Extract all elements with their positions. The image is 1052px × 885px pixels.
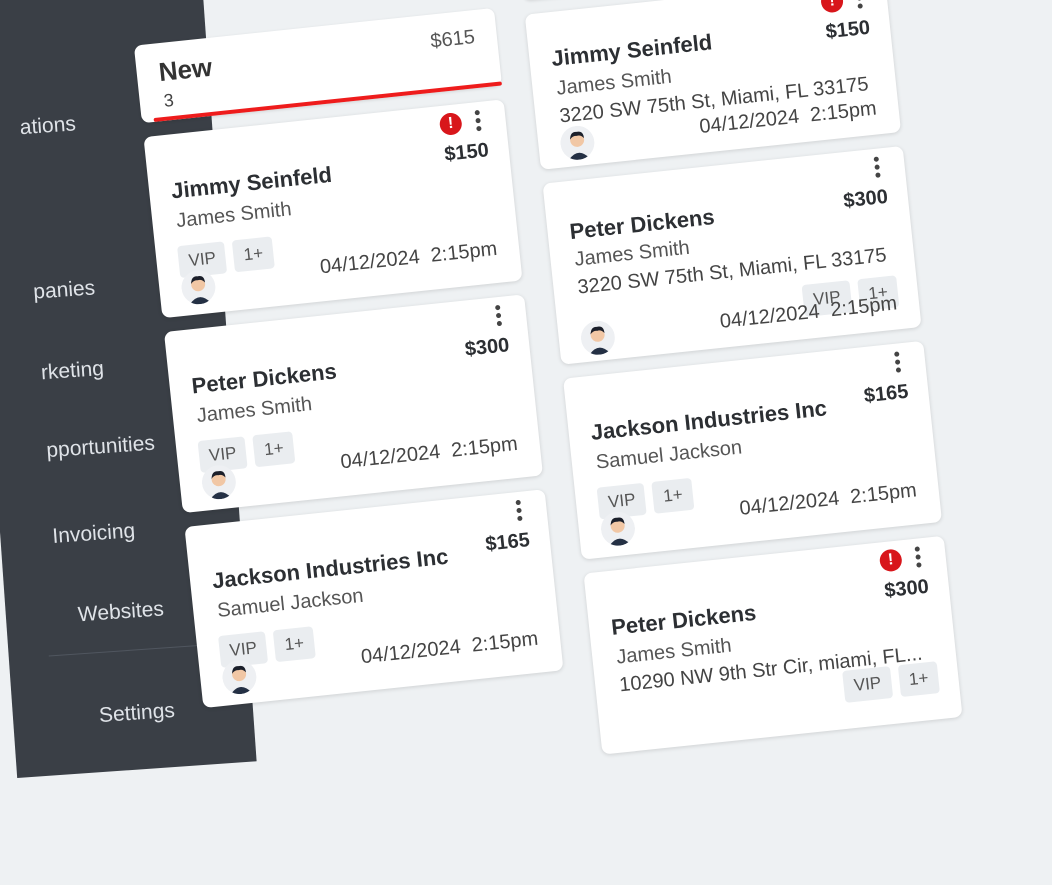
alert-icon: ! (819, 0, 845, 14)
more-options-icon[interactable] (856, 0, 864, 10)
deal-date: 04/12/2024 2:15pm (738, 479, 918, 520)
tag-more[interactable]: 1+ (252, 431, 296, 468)
column-title: New (157, 51, 214, 88)
deal-name: Jackson Industries Inc (210, 543, 450, 594)
deal-name: Jimmy Seinfeld (169, 161, 334, 204)
deal-card[interactable]: Peter Dickens $300 James Smith 3220 SW 7… (542, 145, 922, 365)
deal-name: Peter Dickens (568, 204, 716, 245)
deal-amount: $150 (443, 139, 490, 166)
tag-more[interactable]: 1+ (897, 661, 940, 698)
deal-amount: $165 (484, 529, 531, 556)
avatar[interactable] (599, 510, 636, 547)
more-options-icon[interactable] (494, 304, 503, 328)
tag-more[interactable]: 1+ (273, 626, 316, 663)
sidebar-item-companies[interactable]: panies (32, 276, 96, 304)
sidebar-item-invoicing[interactable]: Invoicing (51, 519, 136, 548)
tag-more[interactable]: 1+ (651, 477, 695, 514)
deal-amount: $165 (862, 380, 910, 408)
sidebar-item-locations[interactable]: ations (19, 112, 77, 140)
pipeline-board: New 3 $615 ! Jimmy Seinfeld $150 James S… (128, 0, 1052, 885)
deal-name: Peter Dickens (609, 599, 758, 640)
deal-card[interactable]: Jackson Industries Inc $165 Samuel Jacks… (563, 340, 943, 560)
more-options-icon[interactable] (914, 546, 923, 569)
deal-date: 04/12/2024 2:15pm (359, 627, 540, 669)
deal-card[interactable]: ! Peter Dickens $300 James Smith 10290 N… (583, 535, 963, 755)
pipeline-column: 23 ! Jimmy Seinfeld $150 James Smith 322… (515, 0, 964, 769)
avatar[interactable] (579, 319, 616, 356)
deal-contact: James Smith (195, 393, 314, 428)
pipeline-column-new: New 3 $615 ! Jimmy Seinfeld $150 James S… (128, 0, 565, 722)
sidebar-item-websites[interactable]: Websites (77, 597, 165, 627)
alert-icon: ! (438, 111, 463, 137)
more-options-icon[interactable] (873, 156, 882, 179)
deal-name: Peter Dickens (190, 358, 338, 399)
deal-contact: James Smith (175, 198, 293, 233)
more-options-icon[interactable] (515, 499, 523, 523)
more-options-icon[interactable] (894, 351, 902, 374)
column-total: $615 (429, 26, 476, 53)
tag-more[interactable]: 1+ (232, 236, 275, 273)
deal-card[interactable]: ! Jimmy Seinfeld $150 James Smith 3220 S… (524, 0, 902, 170)
deal-amount: $300 (842, 185, 889, 213)
sidebar-item-opportunities[interactable]: pportunities (45, 431, 156, 463)
deal-date: 04/12/2024 2:15pm (339, 432, 519, 474)
column-count: 3 (162, 89, 175, 111)
deal-amount: $150 (824, 16, 872, 44)
deal-name: Jackson Industries Inc (589, 395, 829, 445)
tag-vip[interactable]: VIP (842, 666, 893, 703)
alert-icon: ! (878, 548, 903, 573)
sidebar-item-marketing[interactable]: rketing (40, 356, 105, 385)
deal-card[interactable]: ! Jimmy Seinfeld $150 James Smith VIP 1+ … (143, 99, 523, 319)
deal-amount: $300 (883, 575, 930, 603)
avatar[interactable] (559, 124, 596, 161)
deal-date: 04/12/2024 2:15pm (318, 237, 499, 279)
deal-card[interactable]: Jackson Industries Inc $165 Samuel Jacks… (184, 489, 564, 709)
deal-card[interactable]: Peter Dickens $300 James Smith VIP 1+ 04/… (163, 294, 543, 514)
more-options-icon[interactable] (474, 109, 482, 133)
avatar[interactable] (221, 658, 258, 696)
avatar[interactable] (200, 464, 237, 501)
deal-name: Jimmy Seinfeld (550, 29, 714, 72)
deal-amount: $300 (463, 334, 511, 361)
